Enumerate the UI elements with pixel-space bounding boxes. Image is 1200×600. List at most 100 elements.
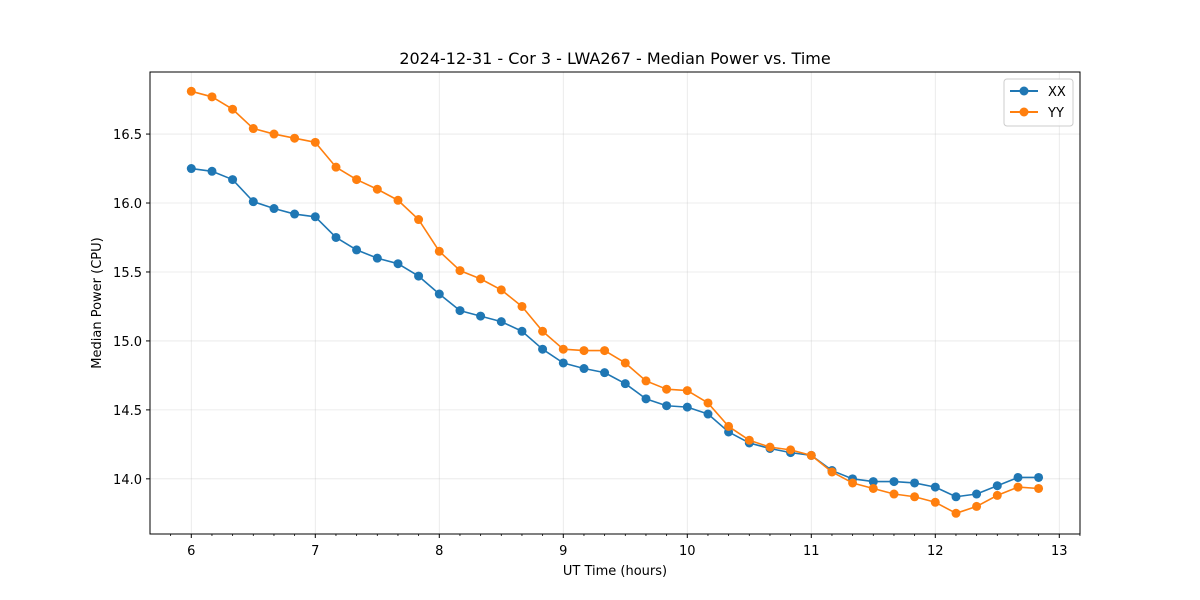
data-point-yy: [786, 445, 796, 455]
legend-marker-yy: [1019, 107, 1029, 117]
data-point-yy: [951, 508, 961, 518]
data-point-xx: [393, 259, 403, 269]
data-point-yy: [476, 274, 486, 284]
data-point-xx: [476, 311, 486, 321]
x-tick-label: 11: [803, 544, 820, 559]
y-axis-label: Median Power (CPU): [90, 237, 105, 368]
data-point-yy: [248, 124, 258, 134]
data-point-xx: [951, 492, 961, 502]
data-point-xx: [310, 212, 320, 222]
data-point-yy: [992, 490, 1002, 500]
data-point-yy: [641, 376, 651, 386]
data-point-yy: [972, 501, 982, 511]
data-point-xx: [538, 344, 548, 354]
data-point-yy: [868, 483, 878, 493]
data-point-yy: [558, 344, 568, 354]
data-point-yy: [207, 92, 217, 102]
data-point-yy: [620, 358, 630, 368]
ticks: 6 7 8 9 10 11 12 13 14.0 14.5 15.0 15.5 16.0 16.5: [113, 128, 1081, 559]
data-point-yy: [889, 489, 899, 499]
data-point-xx: [434, 289, 444, 299]
data-point-yy: [331, 162, 341, 172]
y-tick-label: 16.5: [113, 128, 142, 143]
data-point-yy: [1013, 482, 1023, 492]
data-point-yy: [269, 129, 279, 139]
x-tick-label: 12: [927, 544, 944, 559]
data-point-yy: [765, 442, 775, 452]
data-point-xx: [207, 166, 217, 176]
data-point-xx: [620, 379, 630, 389]
data-point-yy: [827, 467, 837, 477]
data-point-yy: [414, 215, 424, 225]
x-tick-label: 8: [435, 544, 443, 559]
data-point-xx: [910, 478, 920, 488]
data-point-yy: [910, 492, 920, 502]
x-tick-label: 13: [1051, 544, 1068, 559]
data-point-yy: [455, 266, 465, 276]
data-point-xx: [641, 394, 651, 404]
data-point-xx: [1034, 472, 1044, 482]
data-point-yy: [186, 86, 196, 96]
legend-marker-xx: [1019, 86, 1029, 96]
data-point-yy: [352, 175, 362, 185]
data-point-yy: [434, 246, 444, 256]
data-point-yy: [724, 421, 734, 431]
y-tick-label: 14.0: [113, 473, 142, 488]
plot-frame: [149, 71, 1081, 535]
data-point-xx: [414, 271, 424, 281]
y-tick-label: 15.0: [113, 335, 142, 350]
data-point-yy: [682, 386, 692, 396]
data-point-xx: [331, 232, 341, 242]
y-tick-label: 15.5: [113, 266, 142, 281]
data-point-xx: [682, 402, 692, 412]
chart-title: 2024-12-31 - Cor 3 - LWA267 - Median Pow…: [399, 49, 830, 68]
data-point-xx: [455, 306, 465, 316]
data-point-xx: [579, 364, 589, 374]
legend: XX YY: [1003, 78, 1074, 127]
data-point-yy: [579, 346, 589, 356]
data-point-xx: [228, 175, 238, 185]
data-point-xx: [517, 326, 527, 336]
data-point-yy: [228, 104, 238, 114]
data-point-xx: [558, 358, 568, 368]
y-tick-label: 16.0: [113, 197, 142, 212]
grid: [150, 72, 1080, 534]
data-point-yy: [372, 184, 382, 194]
data-point-xx: [1013, 472, 1023, 482]
x-tick-label: 7: [311, 544, 319, 559]
data-point-xx: [186, 164, 196, 174]
data-point-xx: [269, 204, 279, 214]
data-point-xx: [352, 245, 362, 255]
x-tick-label: 6: [187, 544, 195, 559]
x-tick-label: 10: [679, 544, 696, 559]
data-point-xx: [889, 477, 899, 487]
data-point-xx: [496, 317, 506, 327]
data-point-yy: [703, 398, 713, 408]
data-point-xx: [248, 197, 258, 207]
data-point-xx: [930, 482, 940, 492]
data-point-yy: [1034, 483, 1044, 493]
data-point-yy: [806, 450, 816, 460]
data-point-yy: [517, 301, 527, 311]
data-point-yy: [310, 137, 320, 147]
data-point-yy: [538, 326, 548, 336]
data-point-xx: [290, 209, 300, 219]
data-point-yy: [600, 346, 610, 356]
y-tick-label: 14.5: [113, 404, 142, 419]
data-point-yy: [662, 384, 672, 394]
data-point-xx: [868, 477, 878, 487]
data-point-yy: [496, 285, 506, 295]
data-point-yy: [393, 195, 403, 205]
legend-label-xx: XX: [1048, 85, 1066, 100]
data-point-xx: [372, 253, 382, 263]
data-point-yy: [848, 478, 858, 488]
data-point-xx: [600, 368, 610, 378]
data-point-yy: [744, 435, 754, 445]
data-point-yy: [930, 497, 940, 507]
data-point-xx: [972, 489, 982, 499]
data-point-xx: [662, 401, 672, 411]
data-point-xx: [703, 409, 713, 419]
x-tick-label: 9: [559, 544, 567, 559]
data-point-yy: [290, 133, 300, 143]
